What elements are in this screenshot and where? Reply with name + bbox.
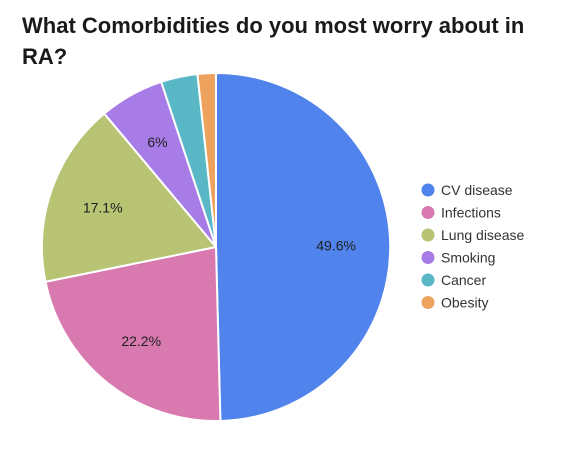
chart-title: What Comorbidities do you most worry abo…: [22, 13, 525, 69]
slice-label-smoking: 6%: [147, 134, 167, 150]
legend-swatch-obesity: [421, 296, 435, 309]
legend-label-lung-disease: Lung disease: [441, 227, 525, 243]
legend-swatch-cv-disease: [421, 183, 435, 197]
pie-slice-obesity: [196, 71, 217, 248]
legend-label-obesity: Obesity: [441, 295, 488, 311]
pie-slice-lung-disease: [41, 112, 217, 283]
legend-swatch-lung-disease: [421, 228, 435, 242]
legend-swatch-infections: [421, 206, 435, 219]
legend-label-cancer: Cancer: [441, 272, 486, 288]
legend-label-infections: Infections: [441, 205, 501, 221]
pie-slice-infections: [44, 246, 222, 422]
legend-label-cv-disease: CV disease: [441, 182, 513, 198]
legend-swatch-cancer: [421, 273, 435, 287]
pie-slice-cv-disease: [215, 72, 392, 422]
pie-slices: [41, 71, 392, 422]
legend-swatch-smoking: [421, 251, 435, 264]
slice-label-infections: 22.2%: [121, 333, 161, 349]
slice-label-cv-disease: 49.6%: [316, 238, 356, 254]
legend-label-smoking: Smoking: [441, 250, 495, 266]
slice-labels: 49.6% 22.2% 17.1% 6%: [83, 134, 356, 349]
slice-label-lung-disease: 17.1%: [83, 199, 123, 215]
legend: CV disease Infections Lung disease Smoking C…: [421, 182, 525, 311]
